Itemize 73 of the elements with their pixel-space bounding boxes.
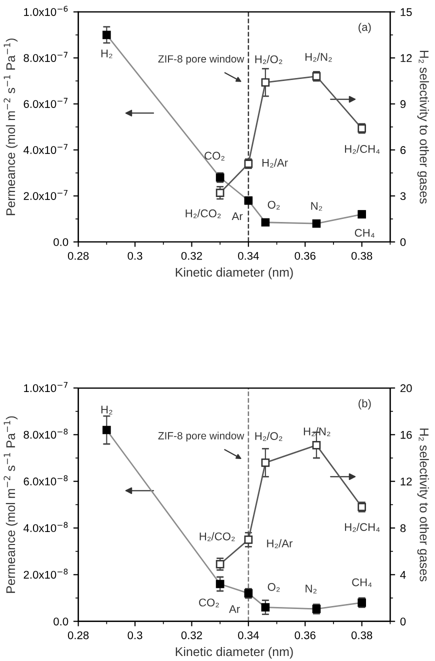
y2-tick-label: 15 (400, 8, 412, 16)
point (216, 188, 224, 198)
y-tick-label: 2.0x10$^{−8}$ (24, 568, 68, 579)
point (261, 458, 270, 467)
x-tick-label: 0.36 (294, 252, 316, 260)
annotation: H₂/O₂ (255, 432, 282, 441)
y-tick-label: 0.0 (54, 618, 68, 626)
x-tick-label: 0.34 (238, 252, 259, 260)
y2-tick-label: 20 (400, 384, 412, 392)
x-tick-label: 0.34 (238, 631, 259, 640)
x-tick-label: 0.32 (181, 252, 202, 260)
x-tick-label: 0.3 (128, 631, 142, 640)
point (244, 536, 253, 544)
y-axis-title: Permeance (mol m$^{−2}$ s$^{−1}$ Pa$^{−1}$) (4, 38, 18, 216)
annotation: O₂ (268, 583, 280, 592)
annotation: H₂/CO₂ (200, 532, 235, 542)
point (312, 441, 321, 450)
annotation: H₂/CH₄ (345, 522, 380, 532)
annotation: O₂ (268, 200, 280, 210)
annotation: N₂ (311, 202, 322, 211)
annotation: H₂ (101, 406, 112, 414)
y-tick-label: 2.0x10$^{−7}$ (24, 190, 68, 200)
y-tick-label: 1.0x10$^{−6}$ (24, 6, 68, 16)
x-tick-label: 0.28 (68, 252, 89, 260)
point (261, 78, 270, 87)
y2-axis-title: H₂ selectivity to other gases (417, 428, 429, 582)
annotation: H₂/CO₂ (186, 209, 221, 218)
annotation: CO₂ (199, 598, 219, 608)
y2-axis-title: H₂ selectivity to other gases (417, 50, 429, 204)
annotation: Ar (229, 605, 240, 613)
annotation: H₂/O₂ (255, 55, 282, 64)
y2-tick-label: 12 (400, 478, 412, 486)
y2-tick-label: 8 (400, 524, 406, 532)
ref-line-label: ZIF-8 pore window (158, 432, 244, 442)
annotation: H₂/N₂ (305, 52, 332, 62)
annotation: H₂/Ar (267, 539, 293, 548)
x-tick-label: 0.36 (294, 631, 316, 640)
x-tick-label: 0.38 (351, 252, 372, 260)
y2-tick-label: 12 (400, 54, 412, 62)
y2-tick-label: 9 (400, 100, 406, 108)
x-axis-title: Kinetic diameter (nm) (176, 646, 293, 659)
y-tick-label: 6.0x10$^{−7}$ (24, 98, 68, 108)
annotation: CO₂ (204, 152, 224, 161)
x-tick-label: 0.38 (351, 631, 372, 640)
point (216, 560, 224, 568)
y2-tick-label: 16 (400, 430, 412, 439)
y-tick-label: 8.0x10$^{−8}$ (24, 428, 68, 439)
annotation: N₂ (306, 584, 317, 594)
y-tick-label: 4.0x10$^{−8}$ (24, 522, 68, 532)
y-tick-label: 6.0x10$^{−8}$ (24, 475, 68, 486)
annotation: CH₄ (354, 228, 374, 238)
annotation: H₂ (101, 50, 112, 58)
y2-tick-label: 3 (400, 192, 406, 200)
annotation: Ar (232, 212, 243, 220)
y2-tick-label: 0 (400, 238, 406, 246)
annotation: (a) (358, 22, 371, 34)
y2-tick-label: 4 (400, 571, 406, 579)
y-tick-label: 8.0x10$^{−7}$ (24, 52, 68, 62)
y2-tick-label: 0 (400, 618, 406, 626)
annotation: CH₄ (352, 578, 372, 588)
x-tick-label: 0.3 (128, 252, 142, 260)
annotation: (b) (358, 399, 371, 410)
y2-tick-label: 6 (400, 146, 406, 154)
annotation: H₂/Ar (262, 158, 288, 168)
x-axis-title: Kinetic diameter (nm) (176, 268, 293, 280)
x-tick-label: 0.28 (68, 631, 89, 640)
x-tick-label: 0.32 (181, 631, 202, 640)
y-tick-label: 1.0x10$^{−7}$ (24, 382, 68, 392)
y-tick-label: 0.0 (54, 238, 68, 246)
ref-line-label: ZIF-8 pore window (158, 54, 244, 65)
y-axis-title: Permeance (mol m$^{−2}$ s$^{−1}$ Pa$^{−1}$) (4, 416, 18, 593)
y-tick-label: 4.0x10$^{−7}$ (24, 144, 68, 154)
annotation: H₂/CH₄ (345, 144, 380, 154)
